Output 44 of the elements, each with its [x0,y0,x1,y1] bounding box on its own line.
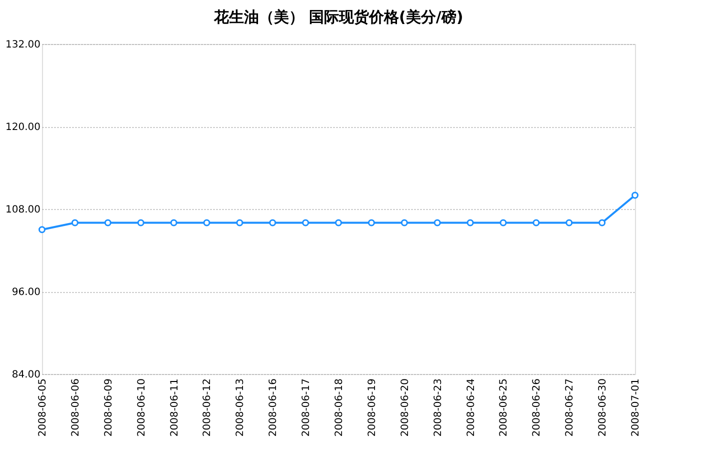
y-tick-label: 96.00 [12,287,40,298]
point [466,219,474,226]
point [434,219,441,226]
x-tick-label: 2008-06-16 [268,378,280,437]
point [137,219,144,226]
point [71,219,78,226]
x-tick-label: 2008-06-09 [103,378,114,437]
point [170,219,178,226]
point [532,219,540,226]
point [302,219,310,226]
y-tick-label: 84.00 [12,370,40,380]
point [632,192,638,199]
x-tick-label: 2008-06-24 [466,378,477,437]
x-tick-label: 2008-06-19 [366,378,378,437]
point [500,219,507,226]
x-tick-label: 2008-06-27 [564,378,576,437]
point [335,219,342,226]
x-tick-label: 2008-06-25 [498,378,510,437]
x-tick-label: 2008-06-10 [136,378,148,437]
x-tick-label: 2008-06-06 [70,378,82,437]
x-tick-label: 2008-06-11 [169,378,180,437]
point [598,219,606,226]
x-tick-label: 2008-07-01 [630,378,642,437]
point [236,219,244,226]
y-tick-label: 120.00 [6,122,40,133]
x-tick-label: 2008-06-18 [334,378,345,437]
x-tick-label: 2008-06-26 [532,378,543,437]
x-tick-label: 2008-06-12 [202,378,214,437]
point [400,219,408,226]
y-tick-label: 108.00 [6,204,40,216]
point [203,219,210,226]
y-tick-label: 132.00 [6,40,40,50]
x-tick-label: 2008-06-30 [598,378,609,437]
x-tick-label: 2008-06-17 [301,378,312,437]
x-tick-label: 2008-06-20 [400,378,411,437]
chart-title: 花生油（美） 国际现货价格(美分/磅) [212,8,464,26]
point [104,219,112,226]
x-tick-label: 2008-06-13 [235,378,246,437]
point [269,219,276,226]
x-tick-label: 2008-06-05 [38,378,48,437]
point [368,219,375,226]
point [38,226,46,234]
point [566,219,573,226]
x-tick-label: 2008-06-23 [432,378,444,437]
